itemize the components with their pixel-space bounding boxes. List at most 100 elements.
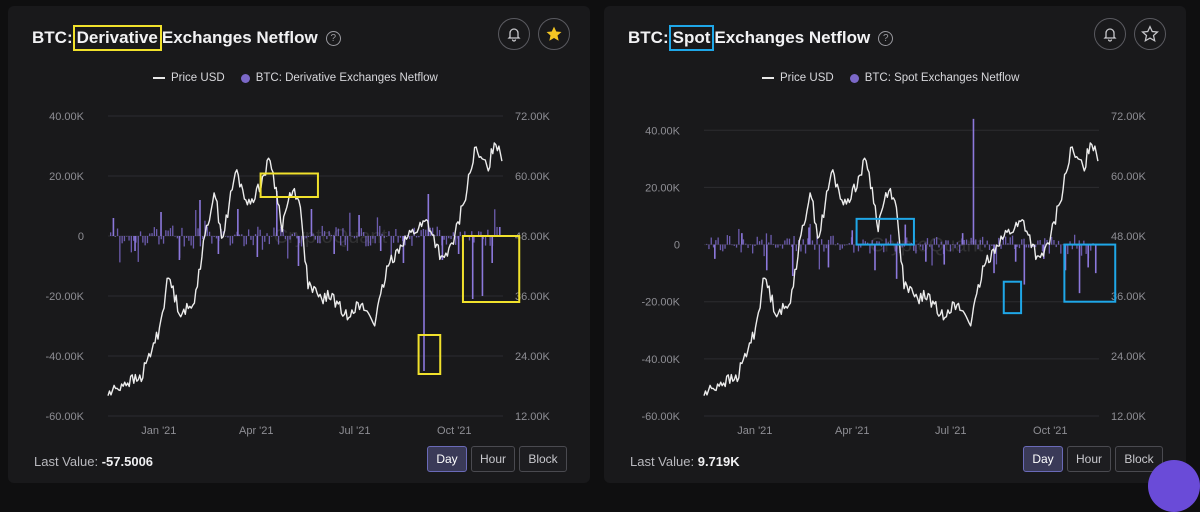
netflow-bar [998,237,1000,245]
y-right-tick-label: 48.00K [515,231,551,243]
netflow-spike-bar [160,212,162,236]
interval-day-button[interactable]: Day [1023,446,1063,472]
netflow-spike-bar [1094,244,1097,274]
netflow-bar [988,244,991,251]
netflow-spike-bar [379,236,382,251]
netflow-bar [266,233,268,236]
help-icon[interactable]: ? [325,31,341,46]
netflow-bar [954,244,956,249]
netflow-bar [1023,238,1025,245]
netflow-bar [156,229,158,236]
netflow-bar [494,209,496,236]
netflow-bar [340,236,342,246]
netflow-bar [848,243,850,245]
netflow-bar [979,240,981,245]
netflow-bar [735,244,738,248]
y-left-tick-label: 0 [78,231,84,243]
netflow-chart[interactable]: 40.00K 20.00K 0 -20.00K -40.00K -60.00K 72.00K… [8,94,590,439]
star-outline-icon[interactable] [1134,18,1166,50]
netflow-bar [487,229,489,236]
netflow-bar [287,236,289,259]
netflow-bar [885,238,887,245]
netflow-bar [351,236,353,237]
title-highlight: Derivative [72,25,162,51]
netflow-spike-bar [1023,244,1026,285]
y-right-tick-label: 72.00K [515,111,551,123]
netflow-bar [323,231,326,236]
netflow-bar [367,236,369,247]
netflow-bar [369,236,372,246]
netflow-bar [248,229,250,236]
star-filled-icon[interactable] [538,18,570,50]
netflow-bar [418,236,420,238]
y-left-tick-label: -40.00K [45,351,84,363]
netflow-bar [841,244,843,249]
y-left-tick-label: 20.00K [645,182,681,194]
interval-block-button[interactable]: Block [519,446,567,472]
netflow-bar [1034,244,1037,248]
netflow-bar [864,241,866,245]
interval-day-button[interactable]: Day [427,446,467,472]
netflow-bar [300,236,303,247]
netflow-bar [379,225,381,236]
netflow-spike-bar [402,236,405,263]
netflow-chart[interactable]: 40.00K 20.00K 0 -20.00K -40.00K -60.00K 72.00K… [604,94,1186,439]
netflow-bar [818,244,820,270]
y-left-tick-label: -20.00K [641,297,680,309]
netflow-bar [199,236,201,247]
netflow-bar [931,244,933,266]
netflow-bar [489,236,491,246]
netflow-bar [121,236,123,244]
netflow-bar [788,238,791,245]
netflow-spike-bar [972,118,975,245]
netflow-bar [1044,238,1046,245]
netflow-bar [1051,236,1053,245]
netflow-bar [823,244,825,252]
netflow-bar [365,236,367,247]
bell-icon[interactable] [1094,18,1126,50]
netflow-bar [114,236,116,237]
netflow-bar [975,239,977,245]
x-tick-label: Apr '21 [239,425,274,437]
netflow-bar [959,244,961,253]
highlight-box [461,235,521,303]
netflow-bar [342,228,344,236]
netflow-bar [706,243,708,245]
netflow-bar [809,223,811,245]
netflow-bar [763,244,765,257]
netflow-spike-bar [256,236,259,257]
netflow-bar [445,236,448,245]
legend-netflow-label: BTC: Spot Exchanges Netflow [864,72,1020,84]
netflow-bar [273,227,275,236]
netflow-bar [432,227,434,236]
netflow-bars [706,118,1097,294]
netflow-bar [192,236,195,249]
netflow-bar [215,236,218,239]
netflow-bar [397,236,399,243]
netflow-bar [319,236,321,244]
bell-icon[interactable] [498,18,530,50]
title-prefix: BTC: [32,28,73,47]
netflow-bar [448,236,450,239]
netflow-bar [353,236,356,239]
netflow-bar [310,236,312,237]
netflow-bar [880,244,883,247]
netflow-spike-bar [297,236,300,266]
netflow-bar [1021,239,1023,245]
interval-hour-button[interactable]: Hour [471,446,515,472]
interval-hour-button[interactable]: Hour [1067,446,1111,472]
netflow-bar [1011,235,1014,245]
netflow-bar [452,232,454,236]
netflow-bar [381,233,383,236]
legend-netflow-label: BTC: Derivative Exchanges Netflow [255,72,438,84]
netflow-bar [708,244,710,250]
netflow-spike-bar [741,233,743,245]
netflow-bar [821,239,823,245]
netflow-spike-bar [481,236,484,296]
help-icon[interactable]: ? [878,31,894,46]
chat-support-button[interactable] [1148,460,1200,512]
netflow-bar [754,244,756,246]
netflow-bar [1083,240,1085,245]
netflow-bar [1055,244,1057,248]
netflow-bar [982,236,984,245]
